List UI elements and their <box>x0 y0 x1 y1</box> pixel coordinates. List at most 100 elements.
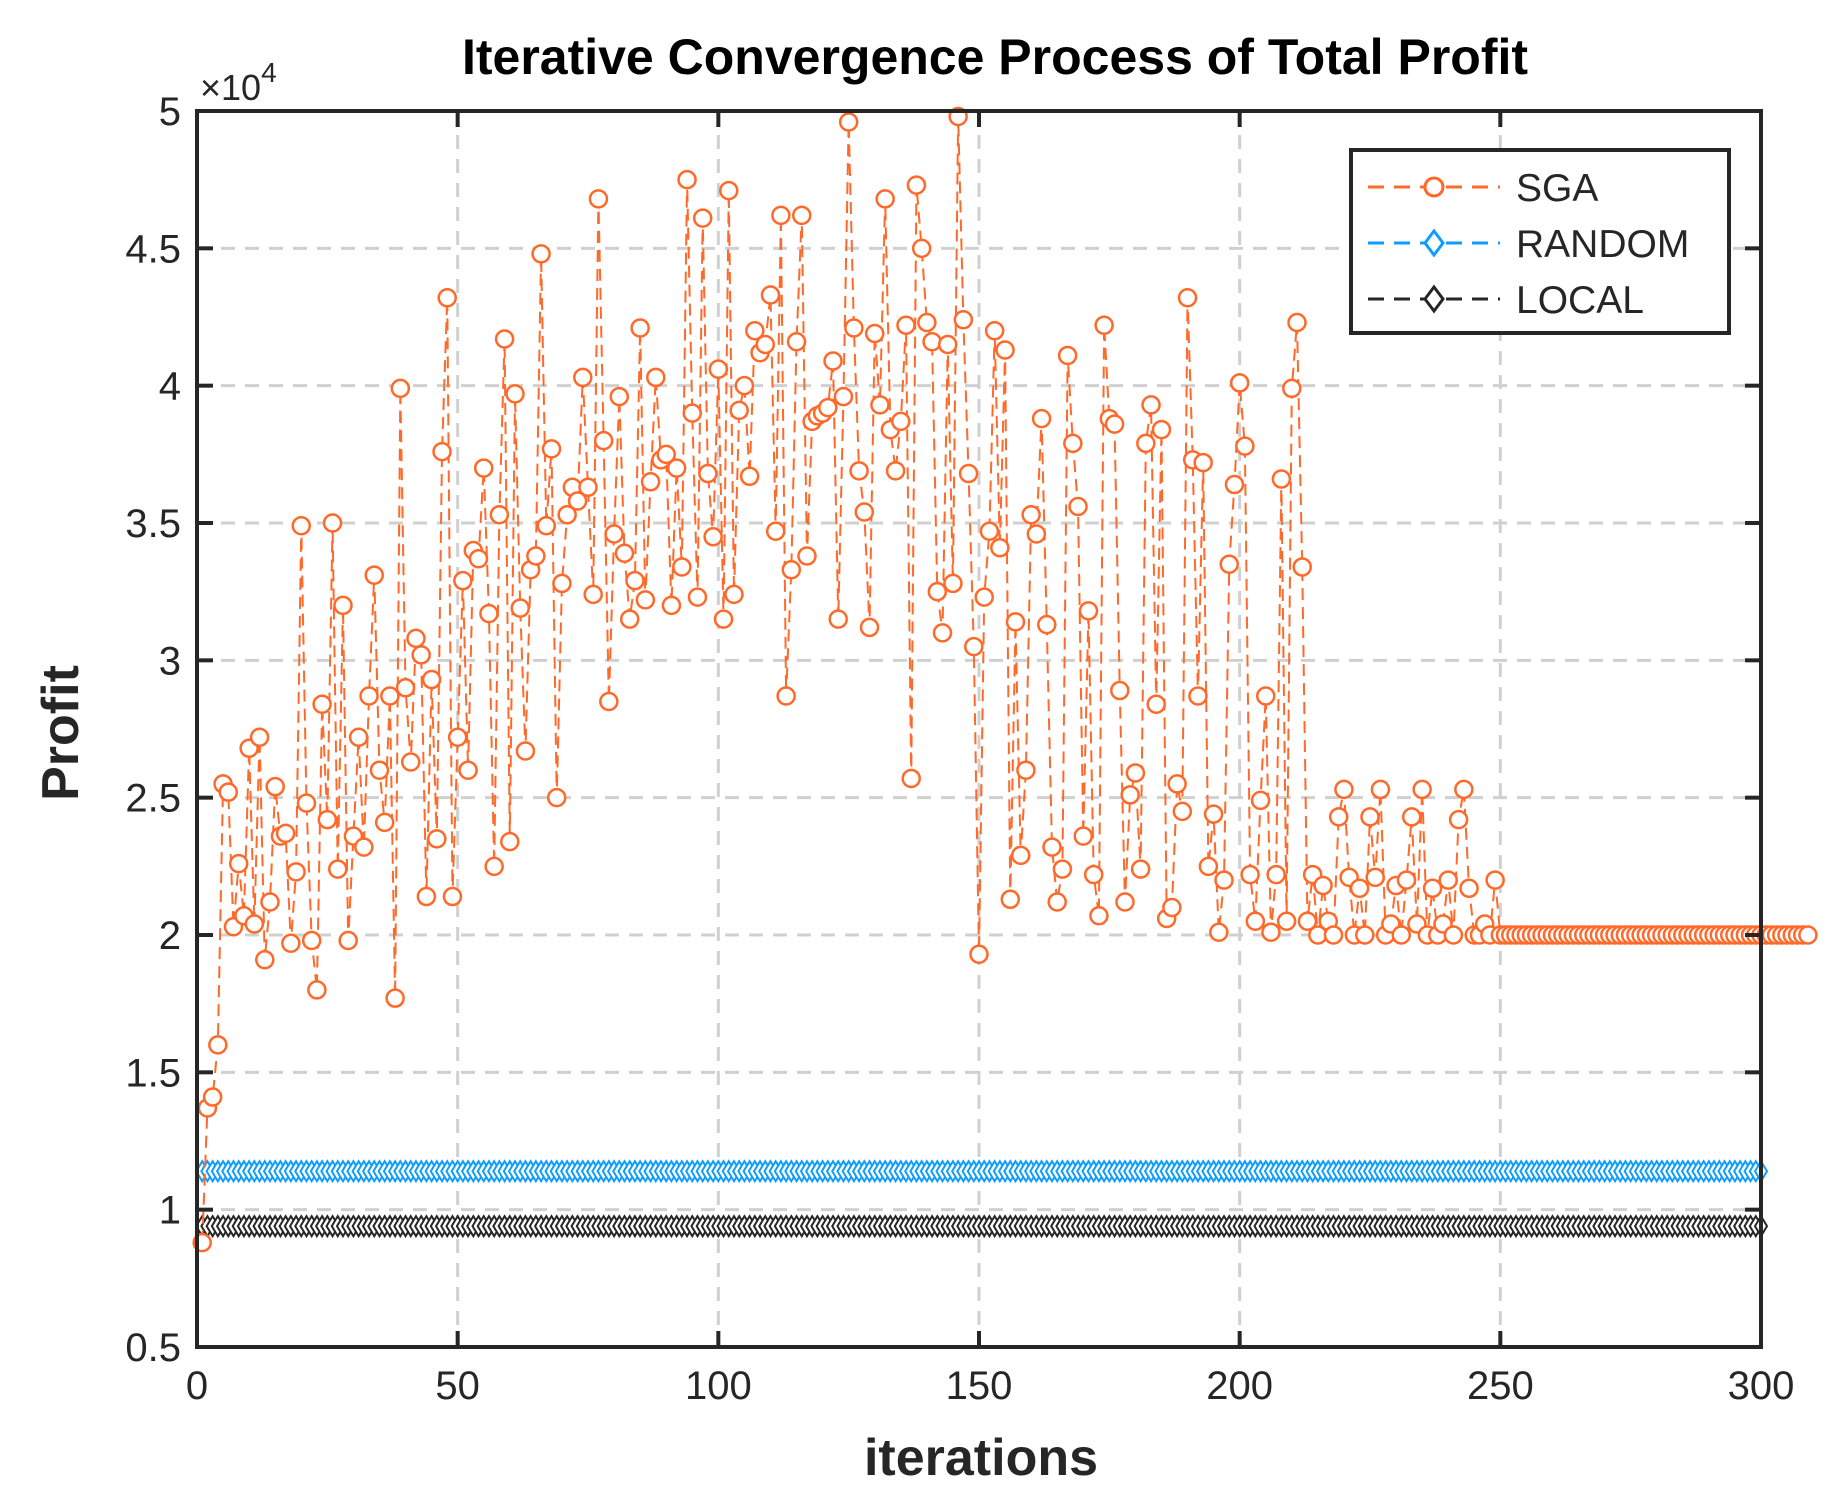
point-sga <box>359 686 379 706</box>
point-sga <box>374 812 395 833</box>
point-sga <box>724 584 744 605</box>
point-sga <box>447 727 468 747</box>
point-sga <box>1292 557 1312 577</box>
legend-entry-local: LOCAL <box>1368 279 1644 322</box>
axis-ticks <box>195 109 1763 1349</box>
point-sga <box>1412 779 1432 800</box>
point-sga <box>380 686 400 706</box>
x-tick-label: 250 <box>1467 1364 1534 1408</box>
point-sga <box>1188 686 1208 706</box>
series-random <box>195 1159 1769 1184</box>
point-sga <box>765 521 786 541</box>
point-sga <box>1391 925 1412 945</box>
point-sga <box>953 309 974 330</box>
point-sga <box>526 546 546 566</box>
y-axis-title: Profit <box>32 665 90 801</box>
point-sga <box>427 829 447 849</box>
point-sga <box>458 760 478 780</box>
point-sga <box>1485 870 1505 890</box>
point-sga <box>1047 892 1067 912</box>
point-sga <box>1167 774 1187 794</box>
point-sga <box>1110 680 1130 701</box>
point-sga <box>958 463 979 484</box>
point-sga <box>1297 911 1318 932</box>
point-sga <box>369 760 390 780</box>
point-sga <box>1235 436 1255 456</box>
point-sga <box>578 477 598 498</box>
point-sga <box>1266 864 1286 885</box>
point-sga <box>479 603 499 624</box>
point-sga <box>823 351 843 371</box>
point-sga <box>964 636 984 657</box>
point-sga <box>672 557 692 577</box>
point-sga <box>546 787 567 808</box>
point-sga <box>489 505 510 525</box>
point-sga <box>286 862 306 882</box>
point-sga <box>1224 474 1245 495</box>
point-sga <box>1438 870 1458 890</box>
point-sga <box>312 694 332 715</box>
point-sga <box>599 691 619 712</box>
point-sga <box>322 513 343 533</box>
point-sga <box>1209 922 1229 943</box>
point-sga <box>484 856 504 877</box>
point-sga <box>301 930 322 951</box>
point-sga <box>421 669 442 690</box>
y-tick-labels: 0.5 1 1.5 2 2.5 3 3.5 4 4.5 5 <box>125 90 181 1370</box>
point-sga <box>1193 452 1213 473</box>
point-sga <box>1798 925 1818 945</box>
point-sga <box>911 238 932 259</box>
point-sga <box>646 367 666 388</box>
point-sga <box>818 397 838 418</box>
point-sga <box>995 340 1015 360</box>
point-sga <box>1177 288 1198 308</box>
point-sga <box>870 395 890 415</box>
point-sga <box>1130 859 1151 879</box>
x-tick-label: 150 <box>946 1364 1013 1408</box>
y-tick-label: 1 <box>159 1189 181 1233</box>
point-sga <box>557 505 577 525</box>
point-sga <box>1328 807 1349 827</box>
point-sga <box>1146 694 1167 715</box>
legend-marker-local <box>1423 284 1445 314</box>
legend-marker-random <box>1423 228 1445 258</box>
y-tick-label: 0.5 <box>125 1326 181 1370</box>
point-sga <box>828 609 848 629</box>
point-sga <box>922 331 942 352</box>
point-sga <box>255 949 275 970</box>
point-sga <box>786 331 807 352</box>
point-sga <box>1021 505 1041 525</box>
point-sga <box>1141 395 1161 415</box>
point-sga <box>719 180 739 201</box>
point-sga <box>291 515 312 536</box>
point-sga <box>917 312 937 333</box>
point-sga <box>1010 845 1031 866</box>
point-sga <box>1422 878 1443 899</box>
point-sga <box>244 914 265 934</box>
point-sga <box>281 933 301 953</box>
point-sga <box>734 375 755 396</box>
point-sga <box>666 458 687 478</box>
legend-entry-random: RANDOM <box>1368 223 1689 266</box>
point-sga <box>1459 878 1479 899</box>
point-sga <box>901 768 921 789</box>
point-sga <box>494 329 515 349</box>
plot-series <box>192 106 1818 1253</box>
point-sga <box>1219 554 1239 574</box>
point-sga <box>619 609 640 629</box>
point-sga <box>729 400 749 421</box>
point-sga <box>588 189 609 209</box>
y-tick-label: 4.5 <box>125 227 181 271</box>
point-sga <box>275 823 296 844</box>
legend-label-random: RANDOM <box>1516 223 1689 266</box>
point-sga <box>1334 779 1354 800</box>
point-sga <box>854 502 875 522</box>
y-tick-label: 2.5 <box>125 777 181 821</box>
point-sga <box>932 623 953 643</box>
point-sga <box>395 678 416 698</box>
point-sga <box>265 776 285 797</box>
point-sga <box>1313 875 1333 896</box>
point-sga <box>1026 524 1047 544</box>
point-sga <box>202 1087 223 1107</box>
